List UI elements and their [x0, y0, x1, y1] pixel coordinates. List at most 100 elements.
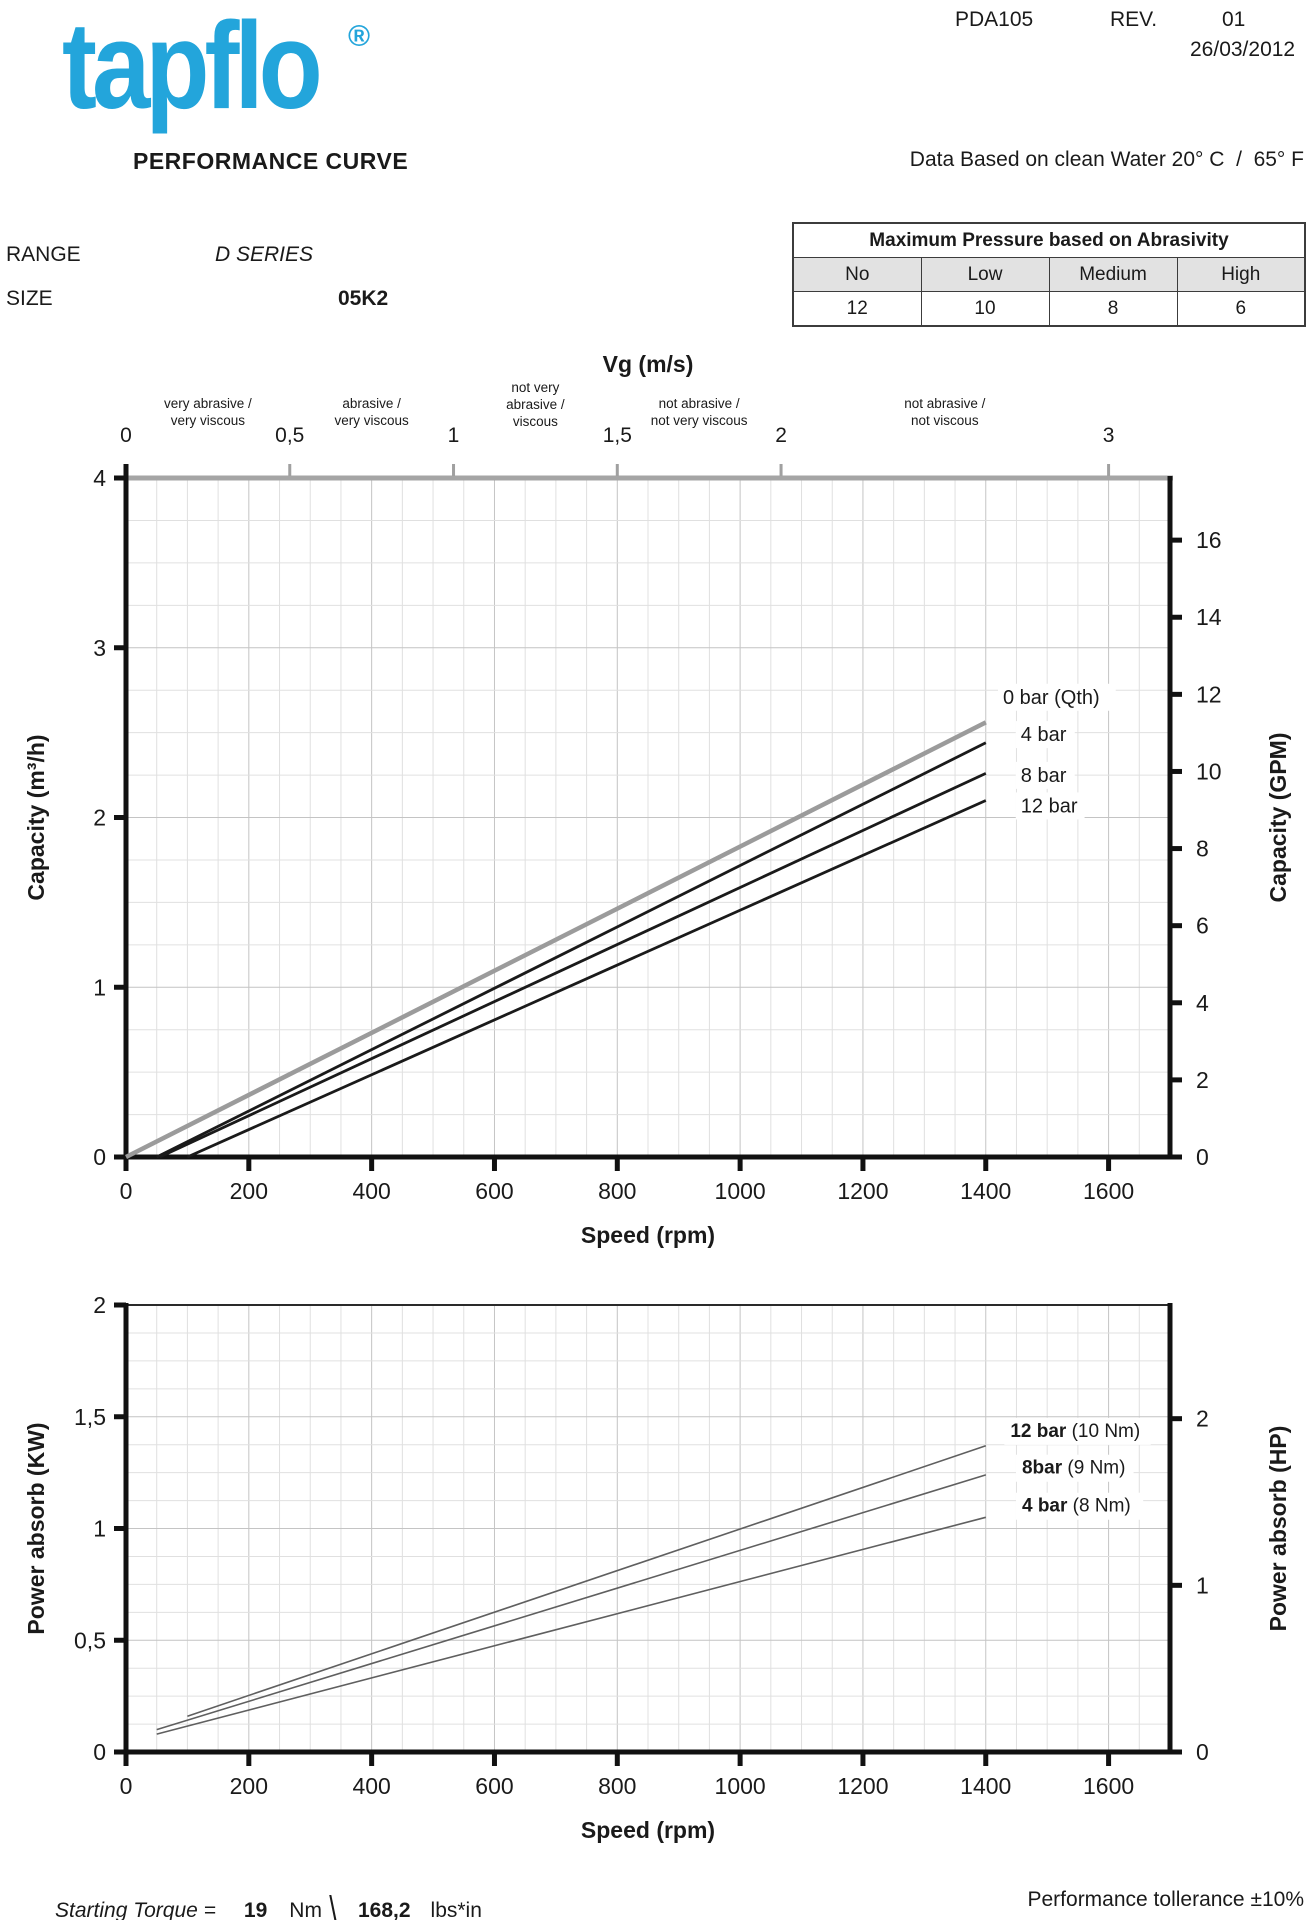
svg-text:1400: 1400 [960, 1178, 1011, 1204]
svg-text:1400: 1400 [960, 1773, 1011, 1799]
svg-text:Speed (rpm): Speed (rpm) [581, 1222, 715, 1248]
legend-label: 8bar (9 Nm) [1022, 1458, 1125, 1479]
abrasivity-col-high: High [1176, 257, 1306, 292]
doc-date: 26/03/2012 [1190, 38, 1296, 61]
svg-text:2: 2 [93, 1292, 106, 1318]
performance-tolerance: Performance tollerance ±10% [1027, 1888, 1305, 1911]
starting-torque-label: Starting Torque = [55, 1899, 216, 1920]
svg-text:2: 2 [93, 805, 106, 831]
legend-label: 12 bar (10 Nm) [1010, 1421, 1140, 1442]
svg-text:800: 800 [598, 1178, 636, 1204]
torque-separator: \ [329, 1888, 337, 1920]
svg-text:not very: not very [511, 380, 559, 395]
range-label: RANGE [6, 243, 81, 266]
legend-bg [1004, 1417, 1151, 1445]
svg-text:1600: 1600 [1083, 1773, 1134, 1799]
svg-text:very abrasive /: very abrasive / [164, 396, 252, 411]
torque-lbs-value: 168,2 [357, 1899, 411, 1920]
svg-text:200: 200 [230, 1178, 268, 1204]
abrasivity-col-no: No [792, 257, 922, 292]
svg-text:1: 1 [448, 424, 460, 447]
svg-text:very viscous: very viscous [335, 413, 410, 428]
svg-text:abrasive /: abrasive / [342, 396, 401, 411]
svg-text:1600: 1600 [1083, 1178, 1134, 1204]
svg-text:14: 14 [1196, 604, 1222, 630]
legend-bg [1015, 721, 1075, 749]
svg-text:600: 600 [475, 1773, 513, 1799]
series-4 bar [156, 741, 987, 1159]
svg-text:Speed (rpm): Speed (rpm) [581, 1817, 715, 1843]
svg-text:10: 10 [1196, 758, 1222, 784]
svg-text:Power absorb (HP): Power absorb (HP) [1265, 1426, 1291, 1632]
abrasivity-values-row: 12 10 8 6 [792, 291, 1306, 327]
svg-text:4: 4 [1196, 990, 1209, 1016]
svg-text:0,5: 0,5 [74, 1627, 106, 1653]
legend-bg [1015, 792, 1085, 820]
svg-text:0: 0 [120, 1178, 133, 1204]
svg-text:1: 1 [93, 1516, 106, 1542]
series-12 bar (10 Nm) [187, 1445, 987, 1717]
svg-text:6: 6 [1196, 913, 1209, 939]
svg-text:1,5: 1,5 [603, 424, 632, 447]
legend-bg [1015, 1492, 1144, 1520]
torque-nm-value: 19 [243, 1899, 268, 1920]
abrasivity-val-high: 6 [1176, 291, 1306, 327]
svg-text:1000: 1000 [715, 1178, 766, 1204]
legend-bg [997, 683, 1116, 711]
capacity-chart: Vg (m/s) 0 0,5 1 1,5 2 3 very abrasive / very vi… [23, 351, 1291, 1248]
series-12 bar [186, 799, 987, 1159]
svg-text:8: 8 [1196, 836, 1209, 862]
legend-label: 0 bar (Qth) [1003, 687, 1100, 709]
svg-text:600: 600 [475, 1178, 513, 1204]
svg-text:3: 3 [93, 635, 106, 661]
tapflo-logo: tapflo [62, 4, 323, 128]
legend-bg [1015, 761, 1075, 789]
svg-text:0,5: 0,5 [275, 424, 304, 447]
svg-text:1000: 1000 [715, 1773, 766, 1799]
svg-text:12: 12 [1196, 681, 1222, 707]
svg-text:Capacity (m³/h): Capacity (m³/h) [23, 734, 49, 900]
nm-unit: Nm [289, 1899, 322, 1920]
gridlines [126, 1305, 1170, 1752]
svg-text:1: 1 [93, 974, 106, 1000]
svg-text:4: 4 [93, 465, 106, 491]
series-8bar (9 Nm) [156, 1474, 987, 1731]
abrasivity-title: Maximum Pressure based on Abrasivity [792, 222, 1306, 258]
abrasivity-title-row: Maximum Pressure based on Abrasivity [792, 222, 1306, 258]
rev-value: 01 [1222, 8, 1246, 31]
svg-text:200: 200 [230, 1773, 268, 1799]
legend-label: 12 bar [1021, 795, 1078, 817]
svg-text:0: 0 [120, 424, 132, 447]
doc-code: PDA105 [955, 8, 1034, 31]
svg-text:3: 3 [1103, 424, 1115, 447]
svg-text:1200: 1200 [837, 1773, 888, 1799]
svg-text:not abrasive /: not abrasive / [904, 396, 985, 411]
svg-text:0: 0 [1196, 1739, 1209, 1765]
svg-text:not very viscous: not very viscous [651, 413, 748, 428]
abrasivity-val-no: 12 [792, 291, 922, 327]
svg-text:very viscous: very viscous [171, 413, 246, 428]
svg-text:abrasive /: abrasive / [506, 397, 565, 412]
svg-text:1: 1 [1196, 1572, 1209, 1598]
svg-text:800: 800 [598, 1773, 636, 1799]
size-value: 05K2 [338, 287, 389, 310]
svg-text:2: 2 [775, 424, 787, 447]
svg-text:not viscous: not viscous [911, 413, 979, 428]
svg-text:400: 400 [352, 1178, 390, 1204]
svg-text:Capacity (GPM): Capacity (GPM) [1265, 733, 1291, 903]
abrasivity-val-low: 10 [920, 291, 1050, 327]
range-value: D SERIES [215, 243, 314, 266]
abrasivity-columns-row: No Low Medium High [792, 257, 1306, 292]
series-8 bar [159, 772, 987, 1159]
lbs-unit: lbs*in [430, 1899, 482, 1920]
series-0 bar (Qth) [124, 720, 987, 1160]
svg-text:2: 2 [1196, 1067, 1209, 1093]
performance-curve-title: PERFORMANCE CURVE [133, 148, 409, 174]
svg-text:Power absorb (KW): Power absorb (KW) [23, 1422, 49, 1634]
svg-text:0: 0 [120, 1773, 133, 1799]
starting-torque-note: Starting Torque = 19 Nm \ 168,2 lbs*in [55, 1884, 482, 1920]
svg-text:Vg (m/s): Vg (m/s) [603, 351, 694, 377]
abrasivity-col-low: Low [920, 257, 1050, 292]
